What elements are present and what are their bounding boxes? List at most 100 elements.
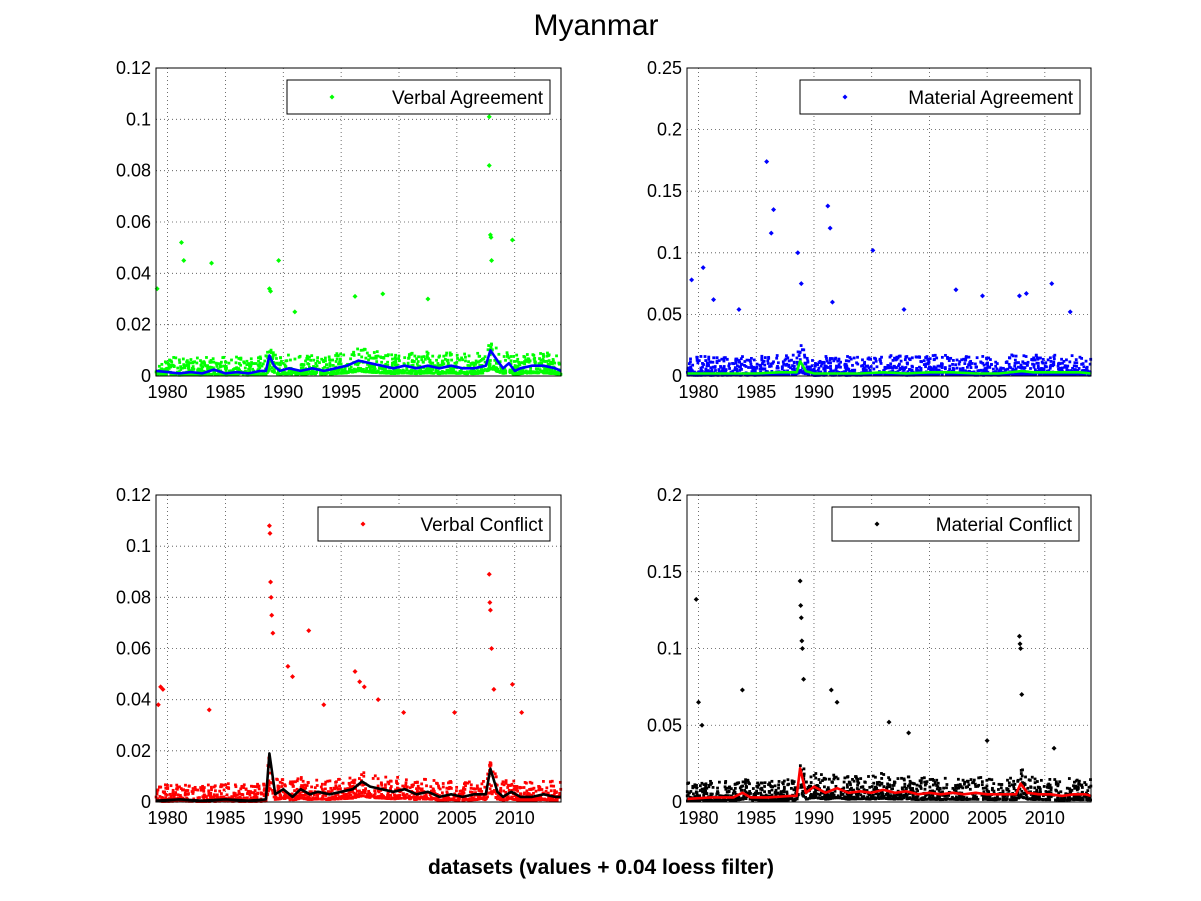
data-point — [1032, 372, 1036, 376]
data-point — [302, 786, 306, 790]
data-point — [222, 795, 226, 799]
data-point — [965, 365, 969, 369]
data-point — [249, 791, 253, 794]
data-point — [755, 362, 759, 366]
data-point — [996, 797, 1000, 801]
data-point — [310, 369, 314, 373]
data-point — [546, 351, 549, 355]
data-point — [803, 353, 806, 357]
data-point — [757, 373, 761, 377]
data-point — [185, 359, 189, 363]
data-point — [246, 796, 249, 800]
data-point — [392, 370, 396, 373]
data-point — [158, 795, 162, 798]
data-point — [185, 363, 189, 367]
data-point — [964, 355, 968, 358]
data-point — [695, 358, 699, 362]
data-point — [267, 530, 273, 536]
data-point — [246, 373, 250, 377]
data-point — [814, 776, 818, 780]
data-point — [294, 780, 297, 784]
data-point — [512, 787, 516, 791]
figure-title: Myanmar — [533, 9, 658, 42]
data-point — [795, 356, 799, 360]
data-point — [550, 368, 554, 372]
data-point — [1011, 369, 1015, 373]
data-point — [340, 796, 344, 800]
data-point — [859, 793, 863, 797]
data-point — [1067, 777, 1071, 780]
data-point — [979, 368, 983, 372]
data-point — [387, 371, 391, 375]
data-point — [979, 293, 985, 299]
data-point — [461, 793, 465, 797]
data-point — [354, 792, 357, 796]
data-point — [548, 371, 552, 375]
data-point — [819, 370, 823, 374]
data-point — [292, 309, 298, 315]
data-point — [486, 368, 490, 372]
data-point — [707, 363, 710, 367]
data-point — [922, 363, 926, 366]
data-point — [827, 361, 830, 365]
data-point — [414, 369, 418, 373]
data-point — [326, 790, 330, 793]
data-point — [503, 368, 506, 371]
data-point — [861, 785, 865, 789]
data-point — [299, 796, 302, 800]
data-point — [520, 799, 524, 802]
data-point — [490, 348, 494, 352]
data-point — [926, 358, 930, 361]
data-point — [419, 795, 423, 799]
data-point — [378, 796, 381, 800]
data-point — [534, 789, 538, 793]
data-point — [814, 772, 818, 775]
data-point — [791, 372, 794, 376]
data-point — [155, 373, 159, 376]
data-point — [1081, 362, 1085, 366]
data-point — [271, 791, 275, 795]
data-point — [502, 355, 506, 358]
data-point — [335, 370, 339, 374]
data-point — [334, 372, 338, 375]
data-point — [358, 789, 361, 793]
data-point — [306, 781, 310, 784]
data-point — [249, 357, 253, 361]
data-point — [288, 782, 292, 785]
data-point — [268, 359, 272, 363]
data-point — [717, 368, 721, 372]
data-point — [459, 370, 463, 374]
data-point — [273, 362, 277, 366]
data-point — [218, 799, 221, 803]
data-point — [829, 792, 833, 796]
legend-marker — [842, 94, 848, 100]
data-point — [220, 373, 223, 377]
data-point — [1004, 373, 1007, 377]
data-point — [307, 362, 311, 366]
data-point — [819, 364, 823, 368]
data-point — [178, 785, 181, 789]
data-point — [314, 362, 318, 365]
data-point — [994, 364, 998, 368]
data-point — [319, 785, 323, 789]
data-point — [991, 367, 995, 371]
data-point — [289, 358, 292, 362]
data-point — [689, 277, 695, 283]
data-point — [469, 371, 472, 375]
data-point — [964, 373, 968, 377]
data-point — [889, 354, 893, 357]
data-point — [409, 796, 413, 799]
data-point — [504, 371, 508, 375]
data-point — [376, 777, 380, 781]
data-point — [396, 795, 400, 798]
data-point — [227, 786, 230, 790]
data-point — [438, 354, 442, 358]
data-point — [919, 787, 923, 790]
data-point — [695, 784, 698, 787]
data-point — [274, 353, 277, 357]
data-point — [728, 362, 731, 366]
data-point — [405, 366, 409, 370]
data-point — [768, 230, 774, 236]
data-point — [1056, 372, 1060, 376]
data-point — [839, 360, 842, 364]
